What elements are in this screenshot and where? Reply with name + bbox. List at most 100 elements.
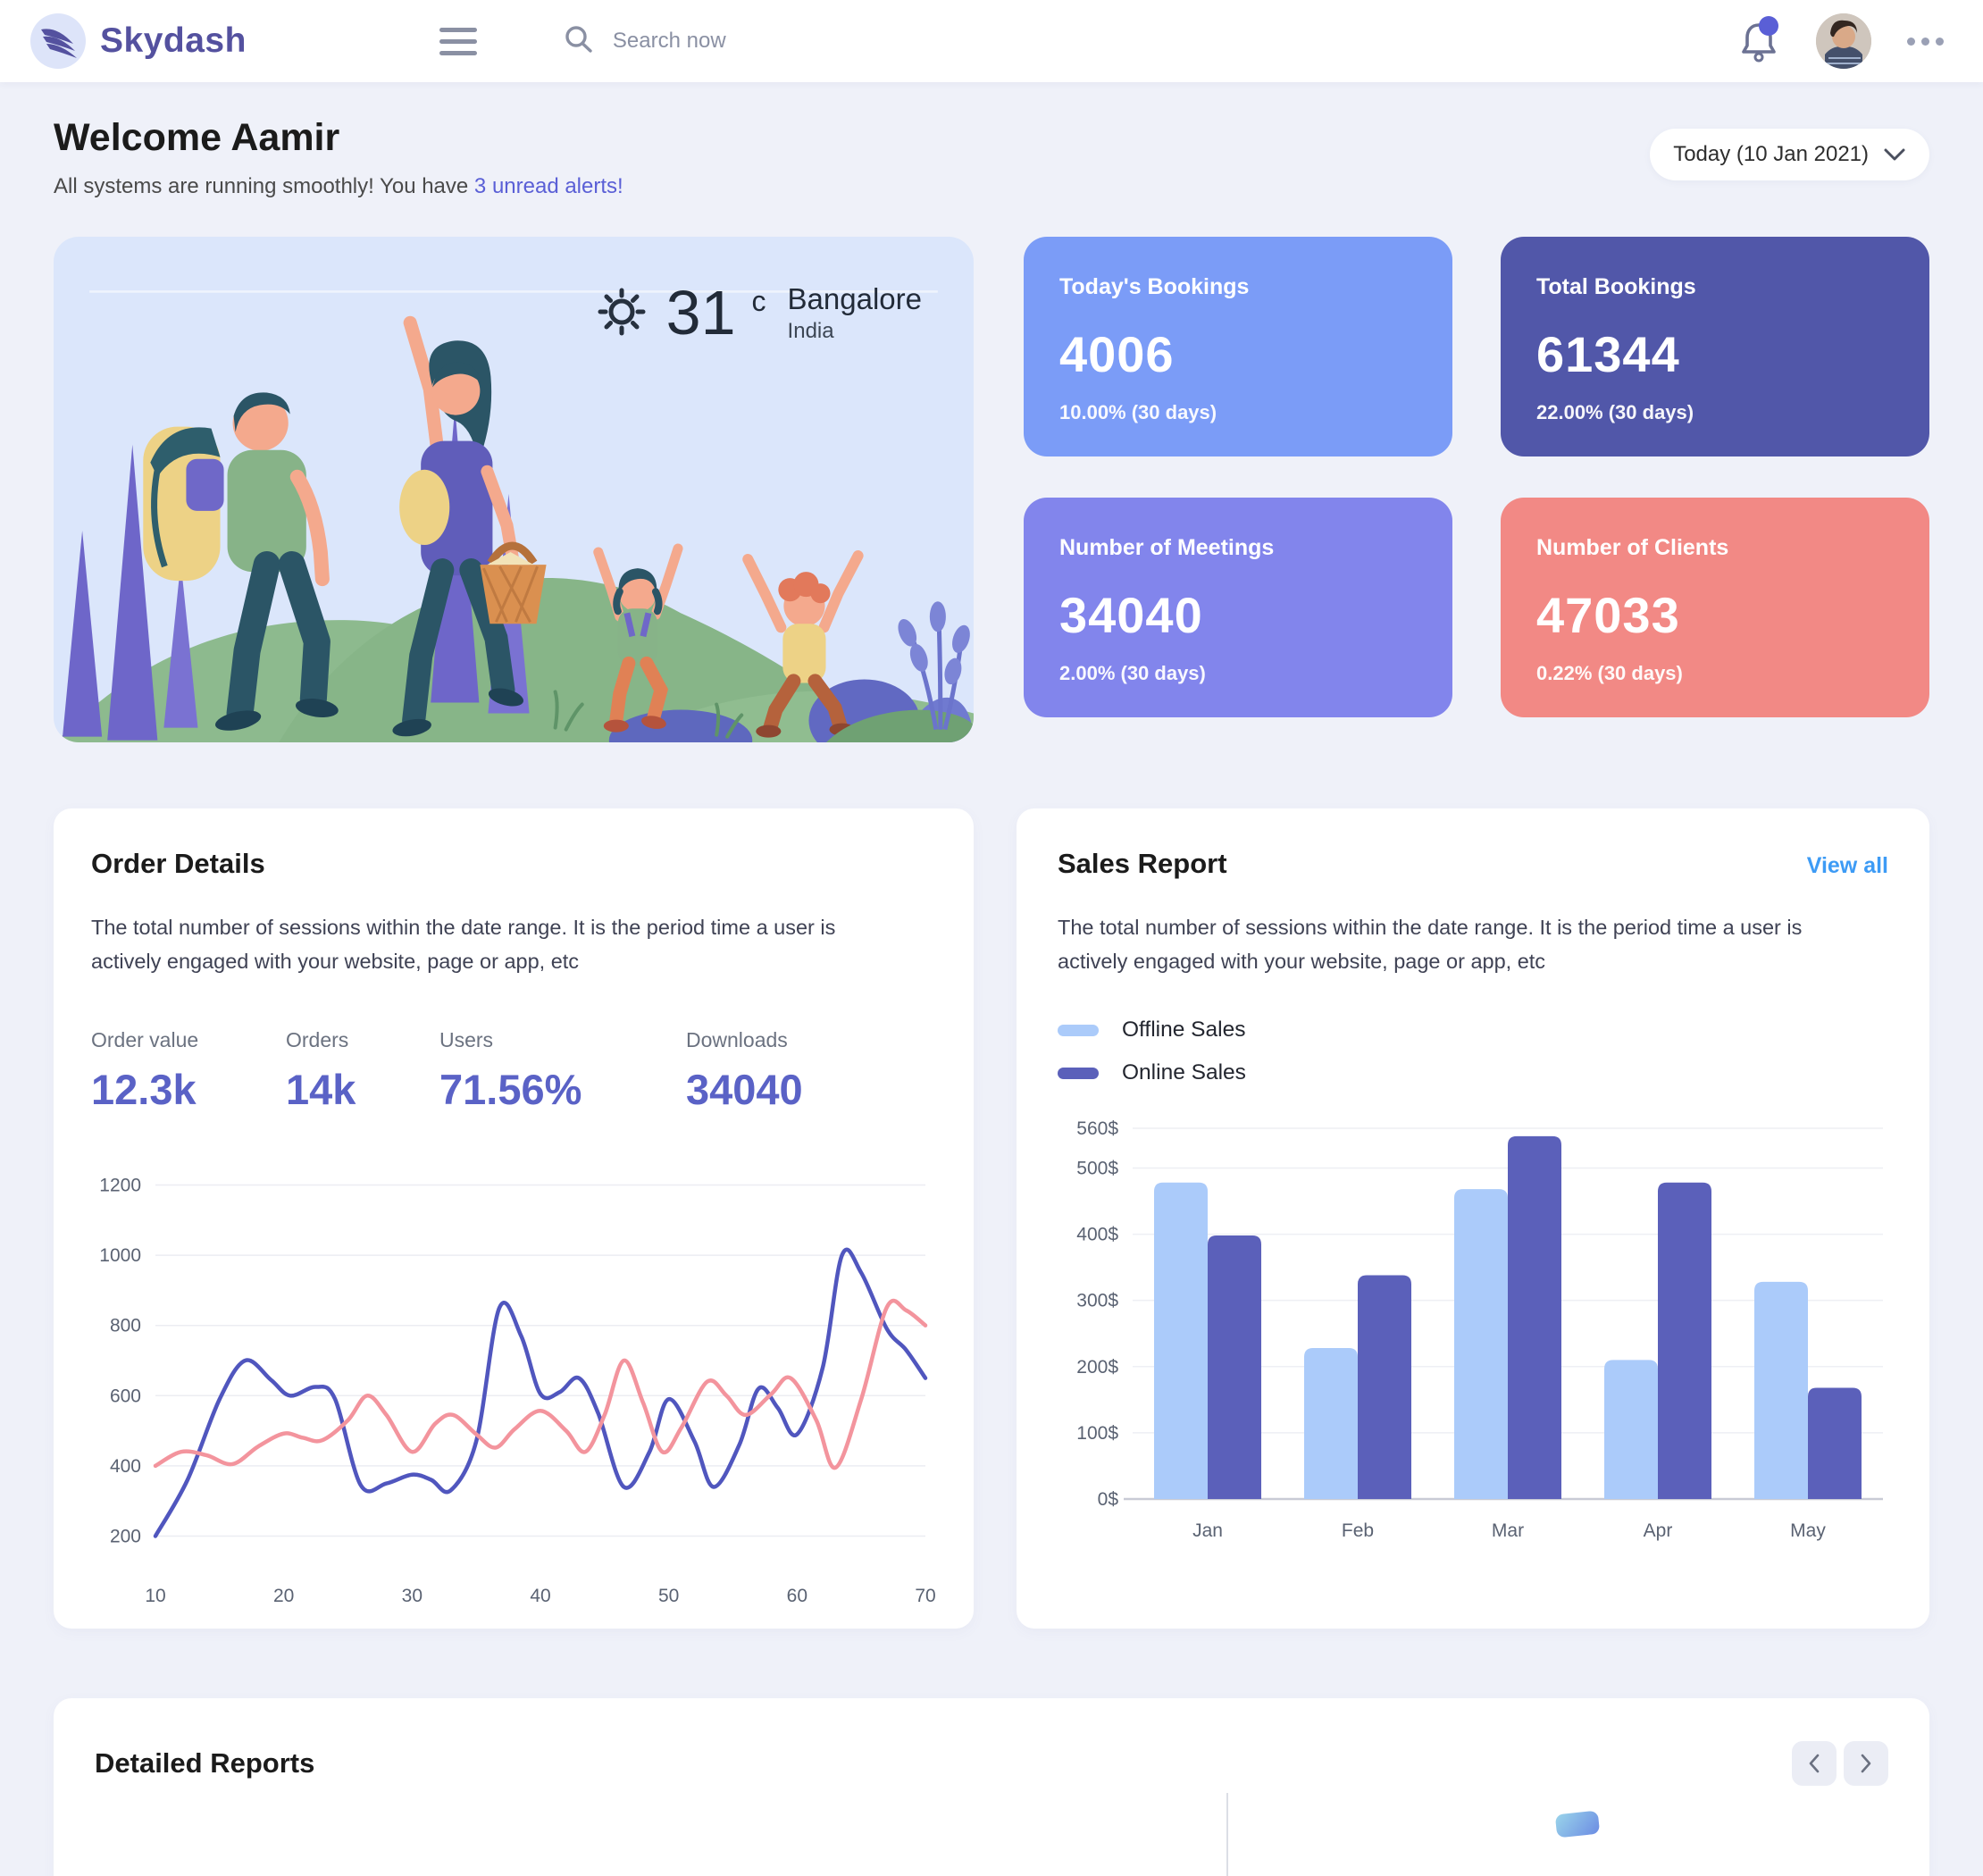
page-title: Welcome Aamir xyxy=(54,116,340,159)
order-details-title: Order Details xyxy=(91,848,265,879)
search-icon xyxy=(563,23,595,60)
unread-alerts-link[interactable]: 3 unread alerts! xyxy=(473,174,623,198)
sales-bar-chart: 0$ 100$ 200$ 300$ 400$ 500$ 560$ Jan Feb Mar Apr Ma… xyxy=(1076,1118,1883,1541)
weather-unit: c xyxy=(751,285,766,317)
user-avatar[interactable] xyxy=(1816,13,1871,69)
detailed-reports-card: Detailed Reports xyxy=(54,1698,1929,1876)
chevron-right-icon xyxy=(1861,1754,1871,1773)
svg-text:Mar: Mar xyxy=(1492,1520,1524,1541)
stat-delta: 0.22% (30 days) xyxy=(1536,662,1683,684)
stat-card-number-of-clients[interactable]: Number of Clients 47033 0.22% (30 days) xyxy=(1501,498,1929,717)
order-stat-value: 34040 xyxy=(686,1066,803,1114)
stat-card-todays-bookings[interactable]: Today's Bookings 4006 10.00% (30 days) xyxy=(1024,237,1452,456)
svg-text:1000: 1000 xyxy=(99,1245,141,1266)
weather-country: India xyxy=(787,319,834,344)
brand-logo[interactable]: Skydash xyxy=(30,13,247,69)
weather-temp: 31 xyxy=(665,278,736,348)
stat-value: 4006 xyxy=(1059,326,1175,382)
hiker-kid-2 xyxy=(742,550,864,738)
svg-text:200: 200 xyxy=(110,1527,141,1547)
stat-label: Today's Bookings xyxy=(1059,274,1250,299)
stat-delta: 22.00% (30 days) xyxy=(1536,401,1694,423)
sales-report-card: Sales Report View all The total number o… xyxy=(1017,808,1929,1629)
detailed-reports-pagination xyxy=(1792,1741,1888,1786)
previous-report-button[interactable] xyxy=(1792,1741,1837,1786)
order-stat-value: 71.56% xyxy=(439,1066,582,1114)
hiker-mom xyxy=(392,315,547,737)
date-range-label: Today (10 Jan 2021) xyxy=(1673,142,1869,166)
subtitle-text: All systems are running smoothly! You ha… xyxy=(54,174,474,198)
svg-text:Apr: Apr xyxy=(1644,1520,1673,1541)
stat-cards-grid: Today's Bookings 4006 10.00% (30 days) T… xyxy=(1024,237,1929,742)
svg-text:Feb: Feb xyxy=(1342,1520,1374,1541)
avatar-photo xyxy=(1816,13,1871,69)
detailed-reports-title: Detailed Reports xyxy=(95,1747,315,1779)
notification-dot xyxy=(1759,16,1778,36)
order-stat-users: Users 71.56% xyxy=(439,1028,686,1114)
weather-widget: 31 c Bangalore India xyxy=(593,281,922,344)
svg-text:600: 600 xyxy=(110,1386,141,1406)
svg-text:1200: 1200 xyxy=(99,1176,141,1196)
sun-icon xyxy=(598,288,646,336)
stat-label: Number of Meetings xyxy=(1059,535,1275,560)
svg-text:70: 70 xyxy=(915,1586,935,1606)
order-stats-row: Order value 12.3k Orders 14k Users 71.56… xyxy=(91,1028,936,1114)
overview-section: 31 c Bangalore India Today's Bookings 40… xyxy=(54,237,1929,742)
next-report-button[interactable] xyxy=(1844,1741,1888,1786)
hero-illustration xyxy=(55,290,974,742)
order-trend-line-chart: 200 400 600 800 1000 1200 10 20 30 40 50 60 70 xyxy=(99,1176,935,1606)
notifications-button[interactable] xyxy=(1737,16,1780,64)
report-chart-fragment xyxy=(1554,1810,1601,1838)
stat-delta: 2.00% (30 days) xyxy=(1059,662,1206,684)
order-stat-downloads: Downloads 34040 xyxy=(686,1028,803,1114)
svg-text:500$: 500$ xyxy=(1076,1159,1118,1179)
date-range-selector[interactable]: Today (10 Jan 2021) xyxy=(1650,129,1929,180)
order-stat-orders: Orders 14k xyxy=(286,1028,439,1114)
hero-banner: 31 c Bangalore India xyxy=(54,237,974,742)
order-stat-value: 14k xyxy=(286,1066,356,1114)
order-details-description: The total number of sessions within the … xyxy=(91,916,836,974)
navbar-actions xyxy=(1737,13,1944,69)
legend-label: Online Sales xyxy=(1122,1060,1246,1085)
more-menu-button[interactable] xyxy=(1907,37,1944,46)
order-stat-label: Order value xyxy=(91,1028,199,1052)
order-stat-value: 12.3k xyxy=(91,1066,197,1114)
svg-text:400$: 400$ xyxy=(1076,1225,1118,1245)
stat-label: Total Bookings xyxy=(1536,274,1696,299)
page-subtitle: All systems are running smoothly! You ha… xyxy=(54,174,623,199)
legend-offline-sales: Offline Sales xyxy=(1058,1018,1888,1043)
svg-text:200$: 200$ xyxy=(1076,1357,1118,1378)
sales-report-title: Sales Report xyxy=(1058,848,1227,879)
menu-toggle-button[interactable] xyxy=(439,27,477,55)
svg-text:100$: 100$ xyxy=(1076,1423,1118,1444)
svg-text:20: 20 xyxy=(273,1586,294,1606)
view-all-link[interactable]: View all xyxy=(1806,853,1888,878)
search-placeholder: Search now xyxy=(612,29,726,53)
svg-text:May: May xyxy=(1790,1520,1826,1541)
search-bar[interactable]: Search now xyxy=(563,23,726,60)
hiker-kid-1 xyxy=(593,543,683,733)
svg-text:400: 400 xyxy=(110,1456,141,1477)
svg-text:30: 30 xyxy=(402,1586,423,1606)
dashboard-main: Welcome Aamir All systems are running sm… xyxy=(0,116,1983,1876)
legend-online-sales: Online Sales xyxy=(1058,1060,1888,1085)
order-stat-label: Users xyxy=(439,1028,494,1052)
report-column-divider xyxy=(1226,1793,1228,1876)
stat-card-total-bookings[interactable]: Total Bookings 61344 22.00% (30 days) xyxy=(1501,237,1929,456)
order-stat-label: Downloads xyxy=(686,1028,788,1052)
online-sales-swatch xyxy=(1058,1067,1099,1079)
order-stat-label: Orders xyxy=(286,1028,349,1052)
svg-text:300$: 300$ xyxy=(1076,1291,1118,1311)
order-details-card: Order Details The total number of sessio… xyxy=(54,808,974,1629)
stat-value: 61344 xyxy=(1536,326,1680,382)
offline-sales-swatch xyxy=(1058,1024,1099,1036)
weather-city: Bangalore xyxy=(787,282,922,315)
order-stat-order-value: Order value 12.3k xyxy=(91,1028,286,1114)
svg-text:10: 10 xyxy=(145,1586,165,1606)
chevron-left-icon xyxy=(1809,1754,1820,1773)
sales-legend: Offline Sales Online Sales xyxy=(1058,1018,1888,1085)
svg-text:Jan: Jan xyxy=(1192,1520,1223,1541)
legend-label: Offline Sales xyxy=(1122,1018,1246,1043)
stat-card-number-of-meetings[interactable]: Number of Meetings 34040 2.00% (30 days) xyxy=(1024,498,1452,717)
stat-value: 34040 xyxy=(1059,587,1203,643)
